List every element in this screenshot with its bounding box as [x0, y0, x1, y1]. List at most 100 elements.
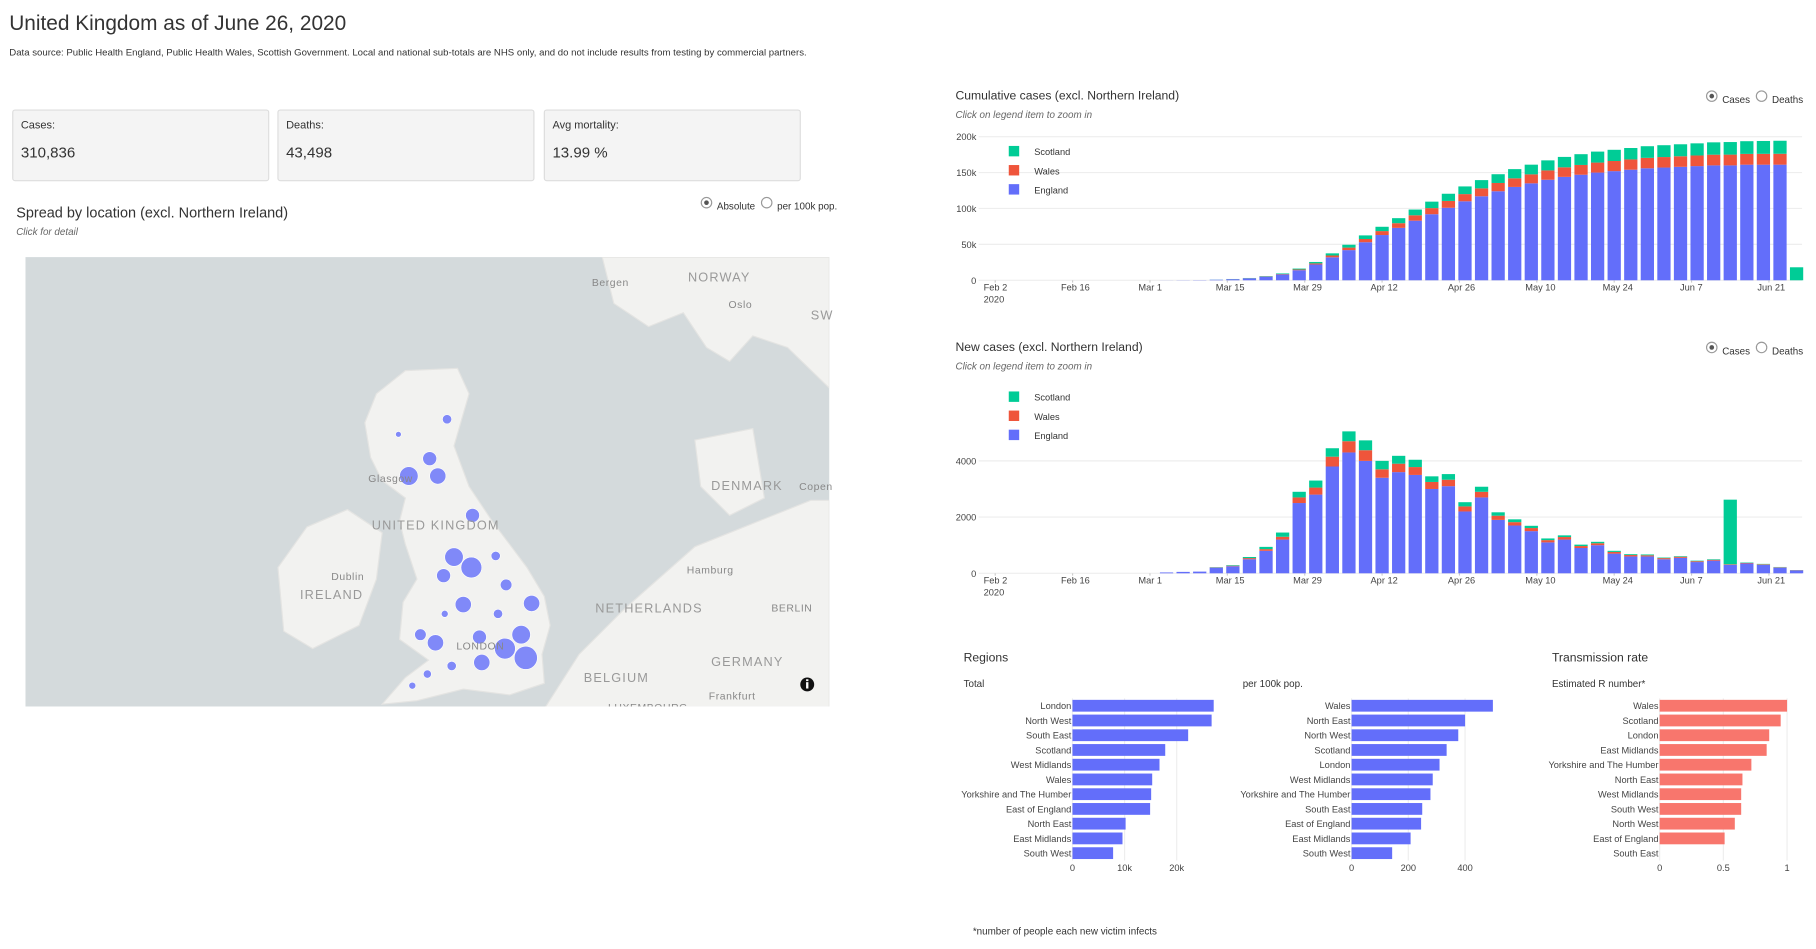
radio-label[interactable]: Deaths [1772, 95, 1803, 106]
bar-segment [1690, 155, 1704, 167]
bubble[interactable] [523, 595, 540, 612]
bar-segment [1358, 450, 1373, 461]
bar-segment [1740, 153, 1754, 165]
bar-segment [1707, 165, 1721, 281]
bubble[interactable] [490, 550, 501, 561]
x-tick-label: 0.5 [1717, 863, 1730, 873]
legend-label[interactable]: Wales [1034, 166, 1060, 176]
legend-swatch[interactable] [1008, 429, 1020, 441]
bubble[interactable] [473, 654, 491, 671]
bubble[interactable] [446, 661, 457, 671]
bubble[interactable] [442, 414, 452, 425]
bubble[interactable] [399, 466, 419, 486]
bar-segment [1640, 555, 1654, 557]
bar-segment [1657, 558, 1671, 560]
legend-swatch[interactable] [1008, 410, 1020, 421]
stat-value: 43,498 [286, 145, 332, 162]
bar [1659, 758, 1752, 771]
x-tick-label: Feb 2 2020 [984, 576, 1008, 598]
radio[interactable] [760, 196, 773, 209]
bar-segment [1193, 571, 1207, 574]
x-tick-label-line: 2020 [984, 294, 1005, 304]
y-tick-label: North West [1025, 716, 1072, 726]
radio-label[interactable]: Deaths [1772, 346, 1803, 357]
map-label: BERLIN [771, 604, 812, 615]
map[interactable]: Bergen NORWAY Oslo SW Glasgow UNITED KIN… [25, 257, 833, 714]
bubble[interactable] [395, 431, 402, 438]
y-tick-label: East Midlands [1013, 834, 1071, 844]
bubble[interactable] [465, 508, 480, 523]
bubble[interactable] [429, 467, 447, 485]
legend-swatch[interactable] [1008, 165, 1020, 176]
bar-segment [1723, 165, 1737, 281]
bar-segment [1375, 231, 1389, 236]
bar-segment [1275, 273, 1290, 275]
bubble[interactable] [460, 556, 483, 579]
x-tick-label-line: Apr 26 [1448, 283, 1475, 293]
y-tick-label: London [1320, 760, 1351, 770]
bar-segment [1508, 522, 1522, 526]
legend-swatch[interactable] [1008, 391, 1020, 402]
radio[interactable] [1755, 90, 1768, 102]
radio-label[interactable]: per 100k pop. [777, 202, 837, 213]
bar-segment [1441, 200, 1456, 208]
bubble[interactable] [472, 629, 487, 645]
x-tick-label: Feb 16 [1061, 576, 1090, 586]
bar-segment [1740, 164, 1754, 281]
radio[interactable] [1755, 341, 1768, 354]
x-tick-label: 0 [1657, 863, 1662, 873]
bubble[interactable] [408, 681, 417, 690]
y-tick-label: North East [1307, 716, 1351, 726]
legend-label[interactable]: Scotland [1034, 393, 1070, 403]
legend-label[interactable]: Scotland [1034, 147, 1070, 157]
legend-label[interactable]: England [1034, 185, 1068, 195]
bubble[interactable] [414, 628, 427, 641]
bubble[interactable] [436, 568, 451, 583]
y-tick-label: South East [1613, 849, 1659, 859]
bubble[interactable] [494, 637, 516, 660]
bubble[interactable] [513, 645, 538, 670]
radio-label[interactable]: Cases [1722, 95, 1750, 106]
map-label: LONDON [456, 642, 504, 653]
bar-segment [1408, 220, 1422, 281]
bar-segment [1574, 544, 1588, 547]
x-tick-label: Mar 15 [1216, 283, 1245, 293]
x-tick-label-line: Apr 26 [1448, 576, 1475, 586]
bar [1351, 773, 1433, 786]
section-title: Transmission rate [1552, 650, 1648, 664]
bubble[interactable] [423, 669, 432, 679]
bubble[interactable] [440, 610, 449, 618]
x-tick-label: May 24 [1603, 576, 1633, 586]
bar-segment [1474, 180, 1489, 189]
bar [1072, 714, 1212, 727]
bubble[interactable] [444, 547, 464, 567]
y-tick-label: East of England [1593, 834, 1658, 844]
legend-swatch[interactable] [1008, 145, 1020, 157]
bar-segment [1425, 481, 1439, 489]
bar-segment [1325, 466, 1339, 574]
bar-segment [1342, 441, 1356, 453]
bar-segment [1756, 564, 1771, 574]
legend-swatch[interactable] [1008, 184, 1020, 195]
bar-segment [1375, 477, 1389, 574]
y-tick-label: Yorkshire and The Humber [961, 790, 1071, 800]
legend-label[interactable]: Wales [1034, 412, 1060, 422]
land [364, 367, 551, 705]
bubble[interactable] [493, 608, 503, 619]
bar [1351, 788, 1431, 801]
bubble[interactable] [427, 634, 444, 652]
bar-segment [1508, 519, 1522, 523]
bar-segment [1325, 255, 1339, 258]
radio-label[interactable]: Absolute [717, 202, 756, 213]
y-tick-label: Wales [1046, 775, 1072, 785]
bubble[interactable] [511, 625, 531, 645]
stat-card [277, 109, 535, 182]
y-tick-label: South West [1303, 849, 1351, 859]
bubble[interactable] [454, 596, 472, 613]
bubble[interactable] [422, 451, 437, 466]
legend-label[interactable]: England [1034, 431, 1068, 441]
bubble[interactable] [500, 578, 513, 591]
radio-label[interactable]: Cases [1722, 346, 1750, 357]
bar-segment [1491, 515, 1505, 520]
chart-subtitle: Click on legend item to zoom in [955, 361, 1092, 372]
